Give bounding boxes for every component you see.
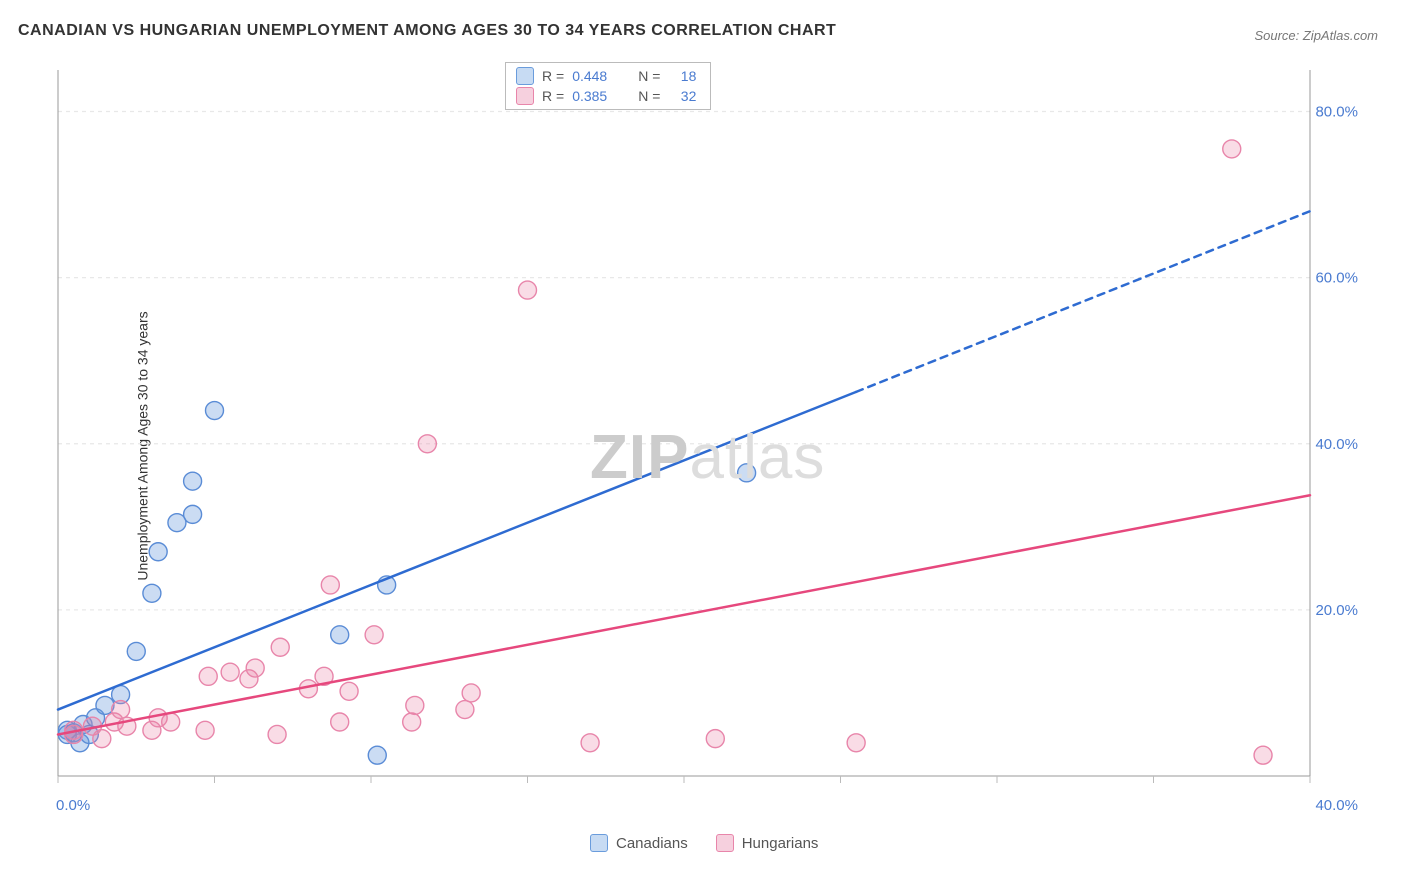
stat-n-label: N = — [638, 88, 660, 104]
legend-item: Hungarians — [716, 834, 819, 852]
legend-item: Canadians — [590, 834, 688, 852]
chart-title: CANADIAN VS HUNGARIAN UNEMPLOYMENT AMONG… — [18, 22, 836, 40]
stat-legend-row: R = 0.448 N = 18 — [516, 67, 696, 85]
legend-swatch-icon — [590, 834, 608, 852]
scatter-plot: 20.0%40.0%60.0%80.0%0.0%40.0% ZIPatlas R… — [50, 62, 1370, 822]
stat-n-value: 32 — [668, 88, 696, 104]
legend-series-name: Hungarians — [742, 835, 819, 852]
stat-r-value: 0.385 — [572, 88, 630, 104]
stat-r-value: 0.448 — [572, 68, 630, 84]
stat-r-label: R = — [542, 88, 564, 104]
series-legend: Canadians Hungarians — [590, 834, 818, 852]
svg-text:40.0%: 40.0% — [1315, 436, 1358, 453]
source-attribution: Source: ZipAtlas.com — [1254, 28, 1378, 43]
stat-legend-row: R = 0.385 N = 32 — [516, 87, 696, 105]
stats-legend: R = 0.448 N = 18 R = 0.385 N = 32 — [505, 62, 711, 110]
stat-r-label: R = — [542, 68, 564, 84]
legend-series-name: Canadians — [616, 835, 688, 852]
svg-text:40.0%: 40.0% — [1315, 797, 1358, 814]
legend-swatch-icon — [516, 87, 534, 105]
svg-text:20.0%: 20.0% — [1315, 602, 1358, 619]
stat-n-label: N = — [638, 68, 660, 84]
stat-n-value: 18 — [668, 68, 696, 84]
svg-text:60.0%: 60.0% — [1315, 270, 1358, 287]
svg-text:0.0%: 0.0% — [56, 797, 90, 814]
legend-swatch-icon — [716, 834, 734, 852]
svg-text:80.0%: 80.0% — [1315, 104, 1358, 121]
chart-canvas: 20.0% 40.0% 60.0% 80.0% 0.0% 40.0% — [50, 62, 1370, 822]
legend-swatch-icon — [516, 67, 534, 85]
